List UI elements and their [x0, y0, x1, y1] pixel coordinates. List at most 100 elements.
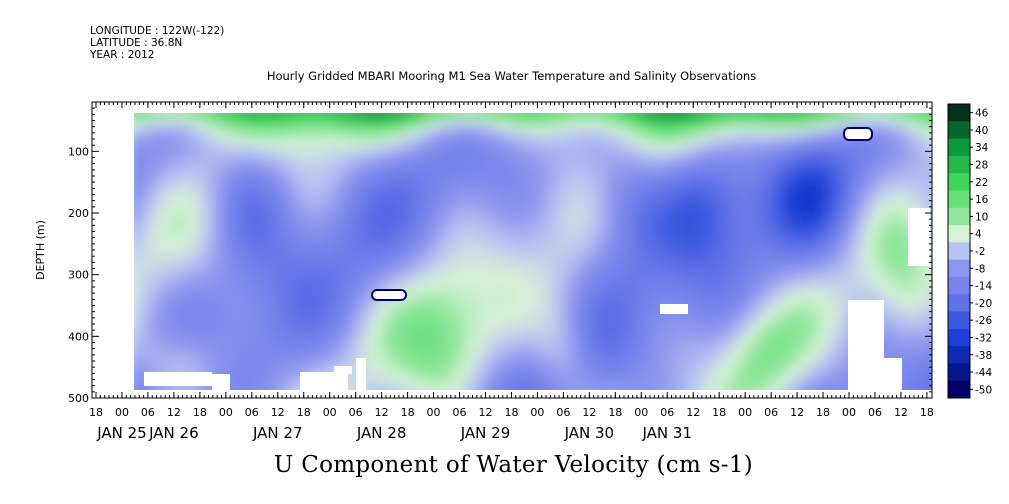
x-hour-label: 12 — [375, 406, 389, 419]
colorbar-label: 34 — [975, 142, 989, 154]
x-hour-label: 00 — [530, 406, 544, 419]
y-tick-label: 500 — [68, 392, 89, 405]
missing-data-mask — [334, 366, 352, 374]
x-hour-label: 00 — [115, 406, 129, 419]
x-hour-label: 18 — [816, 406, 830, 419]
x-hour-label: 12 — [686, 406, 700, 419]
y-axis-label: DEPTH (m) — [34, 220, 47, 280]
x-hour-label: 12 — [582, 406, 596, 419]
colorbar-label: 10 — [975, 211, 988, 223]
missing-data-mask — [884, 358, 902, 390]
x-hour-label: 12 — [478, 406, 492, 419]
variable-label: U Component of Water Velocity (cm s-1) — [273, 452, 754, 478]
missing-data-mask — [356, 358, 366, 390]
colorbar-swatch — [948, 104, 970, 122]
colorbar-swatch — [948, 225, 970, 243]
colorbar-swatch — [948, 242, 970, 261]
colorbar-label: 4 — [975, 229, 982, 241]
x-hour-label: 00 — [842, 406, 856, 419]
velocity-field — [134, 113, 932, 390]
colorbar-swatch — [948, 121, 970, 140]
colorbar-label: 46 — [975, 108, 989, 120]
x-hour-label: 18 — [401, 406, 415, 419]
x-hour-label: 06 — [349, 406, 363, 419]
x-hour-label: 12 — [271, 406, 285, 419]
x-hour-label: 06 — [868, 406, 882, 419]
colorbar-label: 28 — [975, 160, 988, 172]
x-hour-label: 18 — [193, 406, 207, 419]
colorbar-label: 22 — [975, 177, 988, 189]
x-hour-label: 06 — [764, 406, 778, 419]
missing-data-mask — [843, 127, 873, 141]
missing-data-mask — [144, 372, 212, 386]
x-hour-label: 12 — [790, 406, 804, 419]
x-hour-label: 18 — [920, 406, 934, 419]
x-hour-label: 18 — [89, 406, 103, 419]
x-hour-label: 06 — [556, 406, 570, 419]
colorbar: 46 40 34 28 22 16 10 4 -2 -8 -14 -20 -26 -32 -38 -44 -50 — [947, 103, 992, 399]
colorbar-frame — [947, 103, 971, 399]
colorbar-label: -50 — [975, 384, 992, 396]
colorbar-label: -14 — [975, 281, 992, 293]
colorbar-swatch — [948, 276, 970, 295]
x-hour-label: 06 — [245, 406, 259, 419]
colorbar-swatch — [948, 173, 970, 191]
missing-data-masks — [144, 127, 930, 390]
x-date-label: JAN 26 — [148, 424, 199, 442]
x-hour-label: 18 — [608, 406, 622, 419]
x-hour-label: 06 — [660, 406, 674, 419]
x-date-label: JAN 25 — [96, 424, 147, 442]
x-hour-label: 12 — [167, 406, 181, 419]
colorbar-label: -26 — [975, 315, 992, 327]
colorbar-label: -20 — [975, 298, 992, 310]
y-tick-label: 300 — [68, 269, 89, 282]
colorbar-label: -44 — [975, 367, 992, 379]
y-tick-label: 200 — [68, 207, 89, 220]
x-hour-label: 00 — [427, 406, 441, 419]
x-date-label: JAN 29 — [460, 424, 511, 442]
colorbar-swatch — [948, 259, 970, 278]
missing-data-mask — [371, 289, 407, 301]
colorbar-label: -38 — [975, 350, 992, 362]
colorbar-swatch — [948, 138, 970, 157]
x-date-label: JAN 28 — [356, 424, 407, 442]
colorbar-label: -32 — [975, 332, 992, 344]
x-hour-label: 18 — [712, 406, 726, 419]
colorbar-label: 40 — [975, 125, 988, 137]
colorbar-swatch — [948, 155, 970, 174]
missing-data-mask — [848, 300, 884, 390]
colorbar-swatch — [948, 207, 970, 226]
colorbar-label: 16 — [975, 194, 989, 206]
x-hour-label: 18 — [297, 406, 311, 419]
colorbar-swatch — [948, 346, 970, 364]
colorbar-label: -8 — [975, 263, 985, 275]
colorbar-swatch — [948, 363, 970, 382]
chart-title: Hourly Gridded MBARI Mooring M1 Sea Wate… — [266, 69, 757, 83]
plot-axes: 100 200 300 400 500 DEPTH (m) 18 00 06 12 18 00 06 12… — [34, 101, 934, 442]
x-hour-label: 06 — [141, 406, 155, 419]
x-date-label: JAN 31 — [642, 424, 693, 442]
missing-data-mask — [212, 374, 230, 390]
x-hour-label: 06 — [453, 406, 467, 419]
colorbar-label: -2 — [975, 246, 985, 258]
x-hour-label: 00 — [738, 406, 752, 419]
x-hour-label: 00 — [323, 406, 337, 419]
colorbar-swatch — [948, 380, 970, 399]
colorbar-swatch — [948, 294, 970, 313]
x-hour-label: 12 — [894, 406, 908, 419]
colorbar-swatch — [948, 311, 970, 330]
x-hour-label: 00 — [219, 406, 233, 419]
missing-data-mask — [908, 208, 930, 266]
y-tick-label: 100 — [68, 145, 89, 158]
missing-data-mask — [660, 304, 688, 314]
colorbar-swatch — [948, 190, 970, 209]
x-hour-label: 18 — [504, 406, 518, 419]
latitude-label: LATITUDE : 36.8N — [90, 37, 183, 49]
missing-data-mask — [300, 372, 348, 390]
x-date-label: JAN 27 — [252, 424, 303, 442]
x-hour-label: 00 — [634, 406, 648, 419]
colorbar-swatch — [948, 328, 970, 347]
year-label: YEAR : 2012 — [90, 49, 155, 61]
longitude-label: LONGITUDE : 122W(-122) — [90, 25, 225, 37]
